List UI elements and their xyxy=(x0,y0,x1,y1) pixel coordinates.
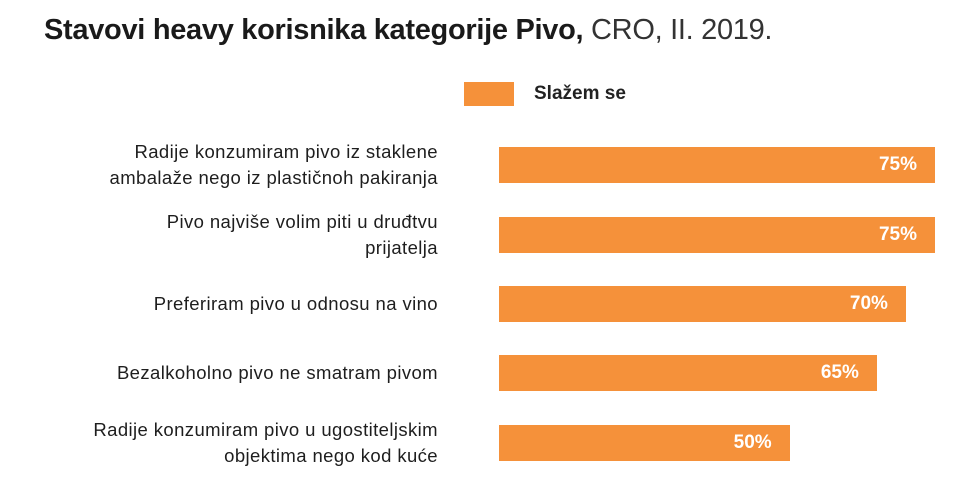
bar: 70% xyxy=(499,286,906,322)
bar: 50% xyxy=(499,425,790,461)
legend-swatch xyxy=(464,82,514,106)
legend: Slažem se xyxy=(464,82,626,106)
bar: 75% xyxy=(499,147,935,183)
chart-title: Stavovi heavy korisnika kategorije Pivo,… xyxy=(44,14,773,47)
category-label-line: Radije konzumiram pivo u ugostiteljskim xyxy=(93,419,438,440)
category-label-line: Preferiram pivo u odnosu na vino xyxy=(153,293,438,314)
category-label: Radije konzumiram pivo iz staklene ambala… xyxy=(0,139,438,191)
chart-title-sub: CRO, II. 2019. xyxy=(591,14,773,46)
bar-value-label: 65% xyxy=(820,362,859,383)
category-label-line: Radije konzumiram pivo iz staklene xyxy=(134,141,438,162)
bar: 65% xyxy=(499,355,877,391)
category-label-line: Pivo najviše volim piti u druđtvu xyxy=(166,211,438,232)
bar-value-label: 50% xyxy=(733,432,772,453)
category-label: Bezalkoholno pivo ne smatram pivom xyxy=(0,360,438,386)
bar-value-label: 75% xyxy=(878,224,917,245)
category-label-line: Bezalkoholno pivo ne smatram pivom xyxy=(116,362,438,383)
category-label: Radije konzumiram pivo u ugostiteljskim o… xyxy=(0,417,438,469)
category-label-line: ambalaže nego iz plastičnoh pakiranja xyxy=(109,167,438,188)
bar-value-label: 70% xyxy=(849,293,888,314)
category-label: Pivo najviše volim piti u druđtvu prijate… xyxy=(0,209,438,261)
category-label-line: objektima nego kod kuće xyxy=(224,445,438,466)
chart-title-main: Stavovi heavy korisnika kategorije Pivo, xyxy=(44,14,584,46)
category-label-line: prijatelja xyxy=(365,237,438,258)
bar: 75% xyxy=(499,217,935,253)
category-label: Preferiram pivo u odnosu na vino xyxy=(0,291,438,317)
bar-value-label: 75% xyxy=(878,154,917,175)
legend-label: Slažem se xyxy=(534,83,626,104)
